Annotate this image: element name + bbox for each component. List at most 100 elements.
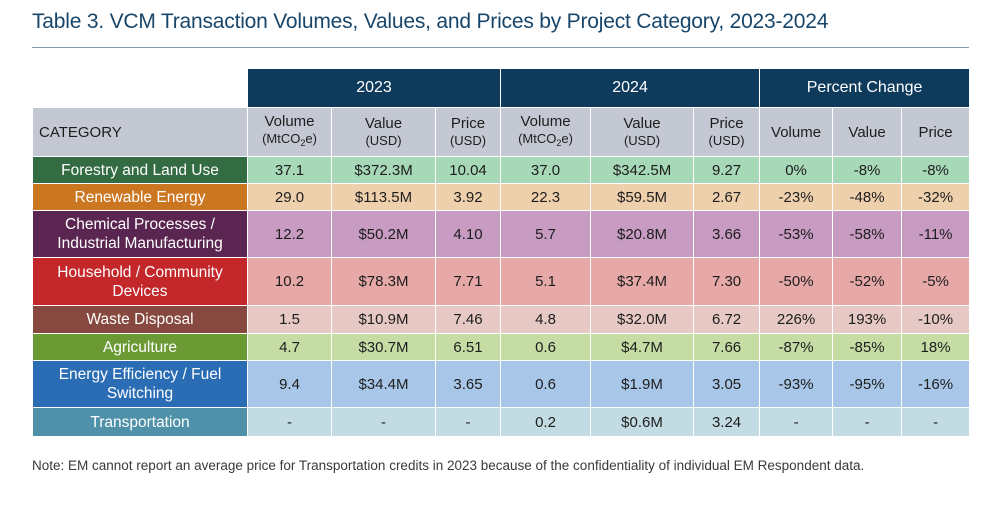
category-cell: Forestry and Land Use (32, 156, 248, 184)
category-cell: Renewable Energy (32, 183, 248, 211)
category-cell: Transportation (32, 407, 248, 437)
header-percent-change: Percent Change (759, 68, 971, 108)
value-2024-cell: $4.7M (590, 333, 695, 361)
header-row-columns: CATEGORY Volume (MtCO2e) Value (USD) Pric… (32, 107, 971, 157)
volume-2023-cell: 10.2 (247, 257, 332, 306)
category-cell: Household / Community Devices (32, 257, 248, 306)
header-value-2024: Value (USD) (590, 107, 695, 157)
value-2024-cell: $0.6M (590, 407, 695, 437)
value-2024-cell: $32.0M (590, 305, 695, 334)
price-2023-cell: 10.04 (434, 156, 502, 184)
pct-price-cell: -8% (901, 156, 971, 184)
value-2024-cell: $342.5M (590, 156, 695, 184)
value-2023-cell: $113.5M (331, 183, 436, 211)
price-2024-cell: 2.67 (693, 183, 761, 211)
pct-volume-cell: 0% (759, 156, 834, 184)
volume-2023-cell: - (247, 407, 332, 437)
volume-2024-cell: 22.3 (500, 183, 592, 211)
value-2023-cell: $10.9M (331, 305, 436, 334)
volume-2024-cell: 0.6 (500, 333, 592, 361)
pct-value-cell: -48% (832, 183, 903, 211)
volume-2024-cell: 5.1 (500, 257, 592, 306)
volume-2023-cell: 4.7 (247, 333, 332, 361)
table-title: Table 3. VCM Transaction Volumes, Values… (32, 10, 829, 33)
pct-volume-cell: -23% (759, 183, 834, 211)
pct-price-cell: -11% (901, 210, 971, 258)
value-2023-cell: $78.3M (331, 257, 436, 306)
volume-2023-cell: 9.4 (247, 360, 332, 408)
pct-volume-cell: -87% (759, 333, 834, 361)
table-row: Energy Efficiency / Fuel Switching 9.4 $3… (32, 360, 971, 408)
header-price-2023: Price (USD) (434, 107, 502, 157)
volume-2024-cell: 0.2 (500, 407, 592, 437)
header-value-2023: Value (USD) (331, 107, 436, 157)
price-2024-cell: 7.66 (693, 333, 761, 361)
pct-value-cell: -58% (832, 210, 903, 258)
pct-price-cell: 18% (901, 333, 971, 361)
header-volume-2024: Volume (MtCO2e) (500, 107, 592, 157)
pct-volume-cell: -53% (759, 210, 834, 258)
title-rule (32, 47, 969, 48)
value-2024-cell: $20.8M (590, 210, 695, 258)
pct-volume-cell: -50% (759, 257, 834, 306)
price-2024-cell: 3.24 (693, 407, 761, 437)
pct-price-cell: - (901, 407, 971, 437)
pct-value-cell: -8% (832, 156, 903, 184)
value-2023-cell: - (331, 407, 436, 437)
header-row-years: 2023 2024 Percent Change (32, 68, 971, 108)
value-2023-cell: $30.7M (331, 333, 436, 361)
category-cell: Waste Disposal (32, 305, 248, 334)
header-volume-2023: Volume (MtCO2e) (247, 107, 332, 157)
price-2023-cell: 3.92 (434, 183, 502, 211)
value-2024-cell: $37.4M (590, 257, 695, 306)
header-2024: 2024 (500, 68, 761, 108)
header-pct-value: Value (832, 107, 903, 157)
pct-price-cell: -5% (901, 257, 971, 306)
category-cell: Agriculture (32, 333, 248, 361)
volume-2024-cell: 5.7 (500, 210, 592, 258)
header-pct-volume: Volume (759, 107, 834, 157)
table-row: Waste Disposal 1.5 $10.9M 7.46 4.8 $32.0… (32, 305, 971, 334)
volume-2024-cell: 0.6 (500, 360, 592, 408)
pct-value-cell: -85% (832, 333, 903, 361)
pct-value-cell: 193% (832, 305, 903, 334)
price-2024-cell: 6.72 (693, 305, 761, 334)
volume-2023-cell: 37.1 (247, 156, 332, 184)
table-row: Forestry and Land Use 37.1 $372.3M 10.04… (32, 156, 971, 184)
header-category: CATEGORY (32, 107, 248, 157)
table-row: Renewable Energy 29.0 $113.5M 3.92 22.3 … (32, 183, 971, 211)
pct-price-cell: -32% (901, 183, 971, 211)
price-2023-cell: 7.71 (434, 257, 502, 306)
value-2023-cell: $34.4M (331, 360, 436, 408)
pct-volume-cell: 226% (759, 305, 834, 334)
table-row: Chemical Processes / Industrial Manufactu… (32, 210, 971, 258)
value-2024-cell: $59.5M (590, 183, 695, 211)
price-2024-cell: 9.27 (693, 156, 761, 184)
pct-price-cell: -10% (901, 305, 971, 334)
value-2024-cell: $1.9M (590, 360, 695, 408)
price-2023-cell: 3.65 (434, 360, 502, 408)
pct-volume-cell: - (759, 407, 834, 437)
table-row: Household / Community Devices 10.2 $78.3M… (32, 257, 971, 306)
value-2023-cell: $372.3M (331, 156, 436, 184)
volume-2024-cell: 4.8 (500, 305, 592, 334)
header-2023: 2023 (246, 68, 502, 108)
pct-value-cell: -95% (832, 360, 903, 408)
volume-2023-cell: 12.2 (247, 210, 332, 258)
volume-2023-cell: 1.5 (247, 305, 332, 334)
price-2023-cell: 7.46 (434, 305, 502, 334)
category-cell: Energy Efficiency / Fuel Switching (32, 360, 248, 408)
pct-volume-cell: -93% (759, 360, 834, 408)
table-row: Transportation - - - 0.2 $0.6M 3.24 - - … (32, 407, 971, 437)
pct-value-cell: - (832, 407, 903, 437)
pct-price-cell: -16% (901, 360, 971, 408)
table-note: Note: EM cannot report an average price … (32, 458, 865, 473)
pct-value-cell: -52% (832, 257, 903, 306)
vcm-table: 2023 2024 Percent Change CATEGORY Volume… (32, 68, 971, 437)
header-blank (32, 68, 248, 108)
price-2023-cell: - (434, 407, 502, 437)
price-2023-cell: 6.51 (434, 333, 502, 361)
price-2024-cell: 3.05 (693, 360, 761, 408)
category-cell: Chemical Processes / Industrial Manufactu… (32, 210, 248, 258)
value-2023-cell: $50.2M (331, 210, 436, 258)
